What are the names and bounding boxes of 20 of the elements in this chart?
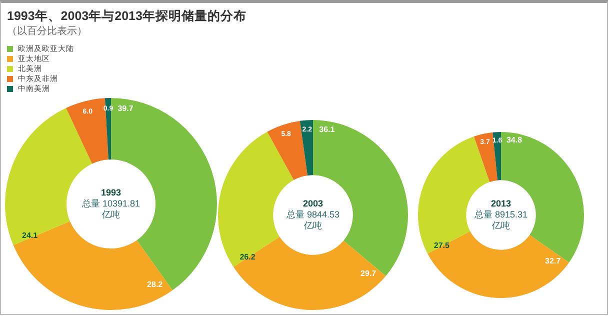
text: 亿吨 (303, 220, 322, 230)
chart-subtitle: （以百分比表示） (7, 24, 87, 38)
data-label: 26.2 (240, 252, 256, 262)
text: 亿吨 (101, 209, 120, 220)
text: 2003 (302, 198, 324, 208)
data-label: 34.8 (506, 136, 523, 145)
text: 总量 10391.81 (80, 198, 140, 208)
data-label: 27.5 (434, 240, 450, 250)
data-label: 36.1 (319, 124, 336, 134)
data-label: 28.2 (147, 280, 164, 290)
text: 亿吨 (491, 220, 510, 230)
text: 总量 9844.53 (285, 209, 340, 220)
text: 2013 (490, 198, 512, 208)
text: 总量 8915.31 (473, 209, 528, 220)
chart-title: 1993年、2003年与2013年探明储量的分布 (7, 8, 246, 25)
data-label: 24.1 (22, 230, 38, 240)
data-label: 32.7 (545, 256, 562, 266)
text: 1993 (100, 187, 122, 198)
data-label: 39.7 (118, 104, 134, 113)
data-label: 29.7 (360, 268, 377, 278)
